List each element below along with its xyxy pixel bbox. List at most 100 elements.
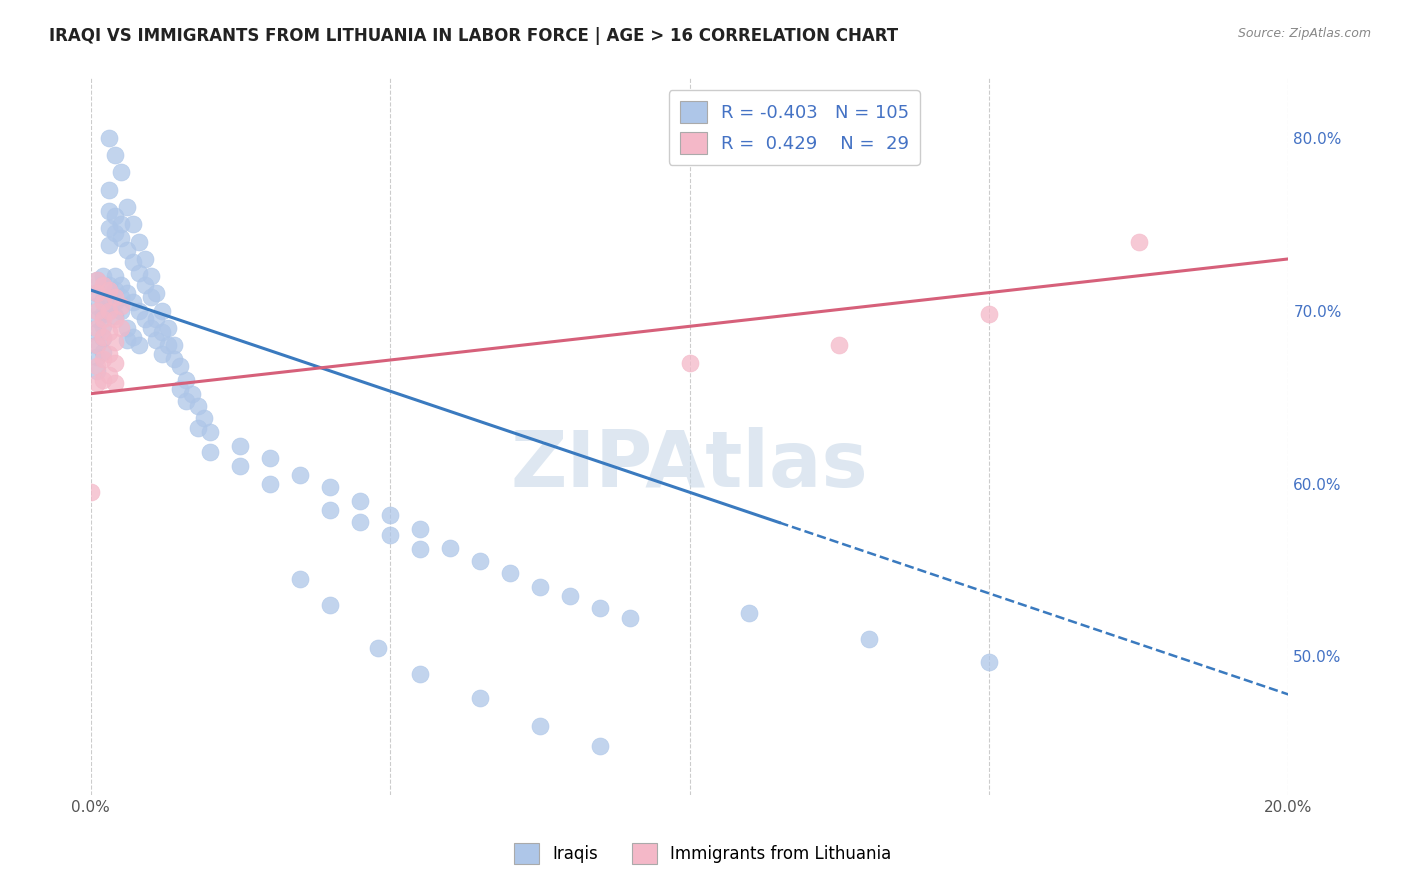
Point <box>91 277 114 292</box>
Point <box>290 467 312 482</box>
Point <box>187 399 209 413</box>
Point <box>619 611 641 625</box>
Point <box>79 485 101 500</box>
Point <box>103 290 125 304</box>
Point <box>121 255 143 269</box>
Point <box>367 640 389 655</box>
Point <box>86 312 108 326</box>
Point <box>97 368 120 382</box>
Point <box>97 238 120 252</box>
Point <box>121 295 143 310</box>
Point <box>91 281 114 295</box>
Point <box>103 312 125 326</box>
Point <box>378 508 401 522</box>
Point <box>86 286 108 301</box>
Point <box>200 445 222 459</box>
Point <box>91 329 114 343</box>
Point <box>86 299 108 313</box>
Point <box>409 666 432 681</box>
Point <box>259 450 281 465</box>
Point <box>163 338 186 352</box>
Point <box>229 459 252 474</box>
Point <box>91 295 114 310</box>
Point <box>103 309 125 323</box>
Point <box>103 283 125 297</box>
Point <box>145 312 167 326</box>
Point <box>121 329 143 343</box>
Point <box>97 283 120 297</box>
Point <box>1128 235 1150 249</box>
Point <box>110 290 132 304</box>
Point <box>115 244 138 258</box>
Point <box>152 303 174 318</box>
Point <box>145 286 167 301</box>
Point <box>91 319 114 334</box>
Point <box>91 269 114 284</box>
Point <box>110 321 132 335</box>
Point <box>86 273 108 287</box>
Point <box>378 528 401 542</box>
Point <box>86 303 108 318</box>
Point <box>828 338 851 352</box>
Point <box>91 293 114 308</box>
Point <box>86 321 108 335</box>
Point <box>86 359 108 373</box>
Point <box>91 345 114 359</box>
Point <box>128 303 150 318</box>
Point <box>103 356 125 370</box>
Point <box>97 203 120 218</box>
Point <box>977 655 1000 669</box>
Point <box>319 502 342 516</box>
Point <box>738 606 761 620</box>
Point <box>110 218 132 232</box>
Point <box>409 542 432 557</box>
Point <box>115 321 138 335</box>
Point <box>110 303 132 318</box>
Point <box>349 515 371 529</box>
Point <box>91 352 114 367</box>
Point <box>139 269 162 284</box>
Point <box>157 321 180 335</box>
Point <box>200 425 222 439</box>
Text: Source: ZipAtlas.com: Source: ZipAtlas.com <box>1237 27 1371 40</box>
Point <box>115 286 138 301</box>
Point <box>290 572 312 586</box>
Point <box>319 480 342 494</box>
Point <box>91 312 114 326</box>
Point <box>134 252 156 266</box>
Point <box>409 522 432 536</box>
Point <box>97 183 120 197</box>
Legend: R = -0.403   N = 105, R =  0.429    N =  29: R = -0.403 N = 105, R = 0.429 N = 29 <box>669 90 920 165</box>
Point <box>134 277 156 292</box>
Point <box>128 235 150 249</box>
Point <box>468 554 491 568</box>
Point <box>97 303 120 318</box>
Point <box>91 331 114 345</box>
Point <box>86 273 108 287</box>
Point <box>128 266 150 280</box>
Point <box>134 312 156 326</box>
Point <box>97 277 120 292</box>
Point <box>319 598 342 612</box>
Point <box>97 131 120 145</box>
Point <box>97 325 120 339</box>
Text: IRAQI VS IMMIGRANTS FROM LITHUANIA IN LABOR FORCE | AGE > 16 CORRELATION CHART: IRAQI VS IMMIGRANTS FROM LITHUANIA IN LA… <box>49 27 898 45</box>
Point <box>103 209 125 223</box>
Point <box>128 338 150 352</box>
Point <box>97 290 120 304</box>
Point <box>499 566 522 581</box>
Point <box>181 386 204 401</box>
Point <box>97 347 120 361</box>
Point <box>110 231 132 245</box>
Point <box>558 589 581 603</box>
Point <box>529 580 551 594</box>
Point <box>86 376 108 391</box>
Point <box>176 373 198 387</box>
Point <box>468 690 491 705</box>
Point <box>103 295 125 310</box>
Point <box>145 333 167 347</box>
Point <box>103 376 125 391</box>
Point <box>110 277 132 292</box>
Point <box>439 541 461 555</box>
Point <box>163 352 186 367</box>
